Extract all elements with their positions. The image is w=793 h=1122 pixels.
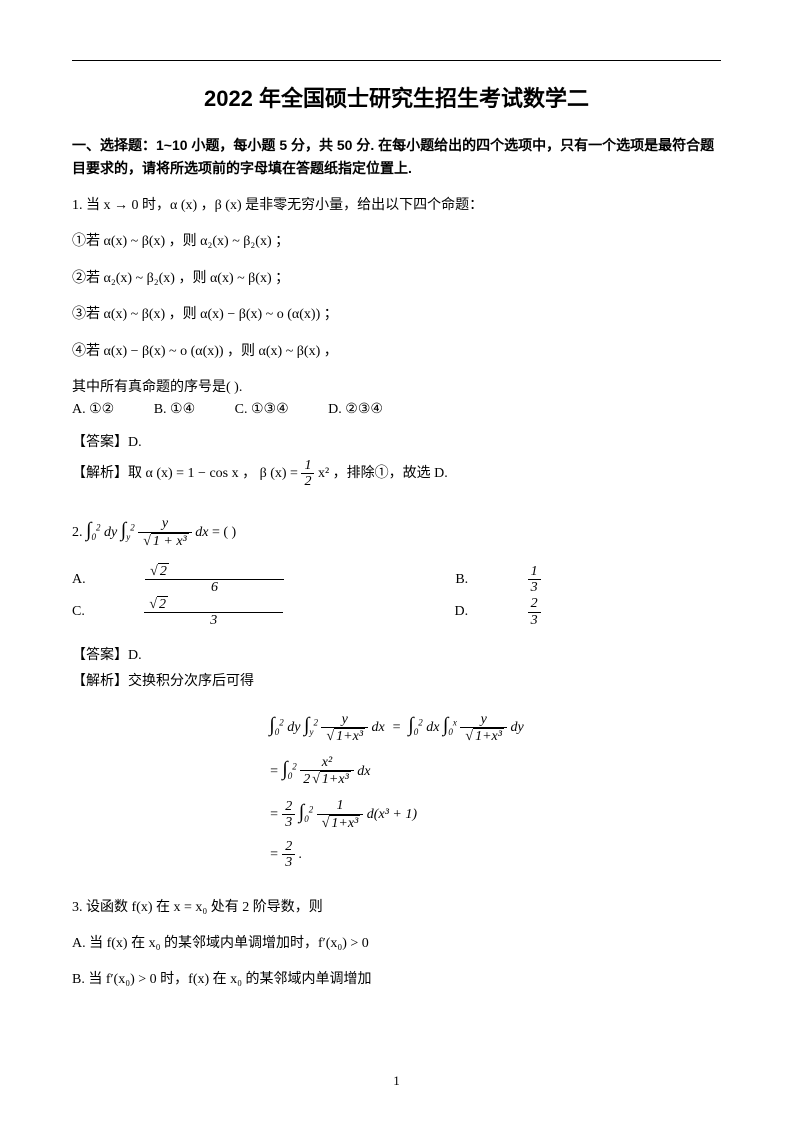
q2-b-label: B. <box>455 572 471 587</box>
q1-choice-d: D. ②③④ <box>328 402 383 417</box>
q1-prop4: ④若 α(x) − β(x) ~ o (α(x)) ，则 α(x) ~ β(x)… <box>72 341 721 363</box>
q2-tail: = ( ) <box>212 525 236 540</box>
q1-analysis: 【解析】取 α (x) = 1 − cos x ， β (x) = 1 2 x²… <box>72 458 721 490</box>
q1-choice-c: C. ①③④ <box>235 402 289 417</box>
q2-d-label: D. <box>455 604 472 619</box>
q1-choice-a: A. ①② <box>72 402 114 417</box>
q1-prop2: ②若 α₂(x) ~ β₂(x) ，则 α(x) ~ β(x) ； <box>72 268 721 290</box>
q2-choice-c: C. 23 <box>72 604 399 619</box>
q1-prop1: ①若 α(x) ~ β(x) ，则 α₂(x) ~ β₂(x) ； <box>72 231 721 253</box>
q1-stem: 1. 当 x → 0 时，α (x) ，β (x) 是非零无穷小量，给出以下四个… <box>72 195 721 217</box>
q3-stem: 3. 设函数 f(x) 在 x = x₀ 处有 2 阶导数，则 <box>72 897 721 919</box>
q2-eq4: = 23 . <box>269 839 523 871</box>
q2-a-label: A. <box>72 572 89 587</box>
q2-analysis-label: 【解析】交换积分次序后可得 <box>72 671 721 693</box>
q2-answer: 【答案】D. <box>72 645 721 667</box>
q2-choice-d: D. 23 <box>455 604 653 619</box>
top-rule <box>72 60 721 61</box>
q2-stem: 2. ∫02 dy ∫y2 y 1 + x³ dx = ( ) <box>72 514 721 549</box>
q3-opt-b: B. 当 f′(x₀) > 0 时，f(x) 在 x₀ 的某邻域内单调增加 <box>72 969 721 991</box>
q2-choices: A. 26 B. 13 C. 23 D. 23 <box>72 563 721 629</box>
q1-choices: A. ①② B. ①④ C. ①③④ D. ②③④ <box>72 399 721 421</box>
q1-prop3: ③若 α(x) ~ β(x) ，则 α(x) − β(x) ~ o (α(x))… <box>72 304 721 326</box>
q1-frac-num: 1 <box>301 458 314 474</box>
q2-label: 2. <box>72 525 86 540</box>
q1-answer: 【答案】D. <box>72 432 721 454</box>
q1-stem-text: 1. 当 x → 0 时，α (x) ，β (x) 是非零无穷小量，给出以下四个… <box>72 198 483 213</box>
q2-choice-b: B. 13 <box>455 572 652 587</box>
q2-eq3: = 23 ∫02 11+x³ d(x³ + 1) <box>269 796 523 831</box>
q2-eq1: ∫02 dy ∫y2 y1+x³ dx = ∫02 dx ∫0x y1+x³ d… <box>269 709 523 744</box>
q2-derivation: ∫02 dy ∫y2 y1+x³ dx = ∫02 dx ∫0x y1+x³ d… <box>72 701 721 878</box>
q2-c-label: C. <box>72 604 88 619</box>
q1-prompt: 其中所有真命题的序号是( ). <box>72 377 721 399</box>
q1-frac-den: 2 <box>301 474 314 489</box>
q1-choice-b: B. ①④ <box>154 402 195 417</box>
q2-integral: ∫02 dy ∫y2 y 1 + x³ dx <box>86 525 212 540</box>
section-header: 一、选择题：1~10 小题，每小题 5 分，共 50 分. 在每小题给出的四个选… <box>72 134 721 179</box>
q1-analysis-pre: 【解析】取 α (x) = 1 − cos x ， β (x) = <box>72 466 301 481</box>
q1-analysis-post: x² ，排除①，故选 D. <box>318 466 448 481</box>
page-title: 2022 年全国硕士研究生招生考试数学二 <box>72 81 721 116</box>
q2-eq2: = ∫02 x²21+x³ dx <box>269 753 523 788</box>
q3-opt-a: A. 当 f(x) 在 x₀ 的某邻域内单调增加时，f′(x₀) > 0 <box>72 933 721 955</box>
page-number: 1 <box>0 1071 793 1092</box>
q2-choice-a: A. 26 <box>72 572 399 587</box>
q1-analysis-frac: 1 2 <box>301 458 314 490</box>
